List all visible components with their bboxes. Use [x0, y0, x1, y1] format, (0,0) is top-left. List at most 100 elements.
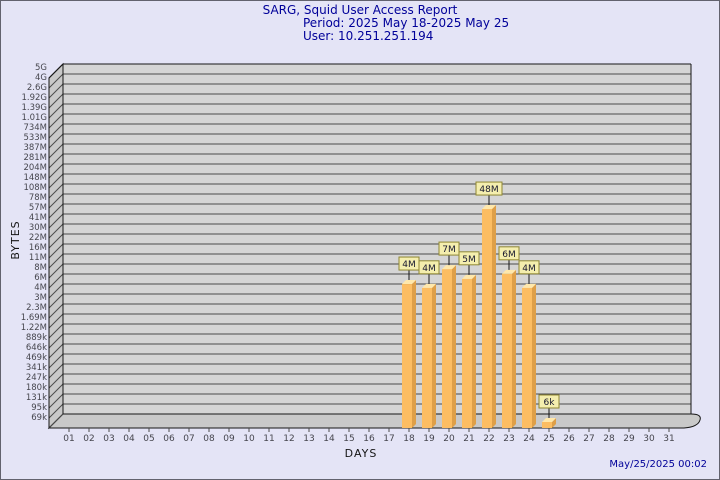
plot-area — [63, 64, 691, 414]
bar — [462, 278, 472, 428]
wall-grid-line — [48, 353, 64, 369]
bar-value-label-box — [418, 260, 440, 275]
wall-grid-line — [48, 123, 64, 139]
wall-grid-line — [48, 313, 64, 329]
wall-grid-line — [48, 373, 64, 389]
x-tick-label: 16 — [363, 434, 375, 444]
y-tick-label: 646k — [26, 343, 47, 353]
bar-top-face — [542, 418, 556, 422]
bar-side-face — [452, 265, 456, 428]
wall-grid-line — [48, 273, 64, 289]
wall-grid-line — [48, 323, 64, 339]
x-tick-label: 02 — [83, 434, 94, 444]
wall-grid-line — [48, 383, 64, 399]
bar-value-label-box — [498, 246, 520, 261]
wall-grid-line — [48, 333, 64, 349]
wall-grid-line — [48, 213, 64, 229]
x-tick-label: 08 — [203, 434, 215, 444]
y-tick-label: 5G — [35, 63, 47, 73]
y-tick-label: 41M — [29, 213, 47, 223]
y-tick-label: 533M — [23, 133, 47, 143]
report-user: User: 10.251.251.194 — [303, 29, 434, 43]
y-tick-label: 3M — [34, 293, 47, 303]
x-tick-label: 04 — [123, 434, 135, 444]
bar — [502, 273, 512, 428]
y-tick-label: 6M — [34, 273, 47, 283]
bar — [442, 269, 452, 428]
y-tick-label: 1.69M — [21, 313, 47, 323]
y-tick-label: 204M — [23, 163, 47, 173]
bar-side-face — [552, 418, 556, 428]
wall-grid-line — [48, 393, 64, 409]
chart-floor — [47, 413, 701, 429]
x-tick-label: 30 — [643, 434, 655, 444]
bar-side-face — [472, 274, 476, 428]
x-tick-label: 28 — [603, 434, 615, 444]
y-tick-label: 78M — [29, 193, 47, 203]
bar-value-label-box — [458, 251, 480, 266]
x-tick-label: 06 — [163, 434, 175, 444]
bar-side-face — [432, 283, 436, 428]
x-tick-label: 13 — [303, 434, 314, 444]
y-tick-label: 180k — [26, 383, 47, 393]
x-tick-label: 22 — [483, 434, 494, 444]
bar-value-label-box — [438, 241, 460, 256]
y-tick-label: 69k — [31, 413, 47, 423]
bar — [542, 422, 552, 428]
bar-top-face — [402, 280, 416, 285]
wall-grid-line — [48, 93, 64, 109]
bar — [402, 284, 412, 428]
bar-side-face — [412, 280, 416, 428]
wall-grid-line — [48, 263, 64, 279]
y-tick-label: 16M — [29, 243, 47, 253]
x-tick-label: 18 — [403, 434, 415, 444]
bar-value-label: 6k — [544, 398, 556, 408]
wall-grid-line — [48, 413, 64, 429]
bar-top-face — [462, 274, 476, 279]
x-tick-label: 23 — [503, 434, 514, 444]
x-axis-title: DAYS — [344, 447, 378, 460]
x-tick-label: 31 — [663, 434, 674, 444]
x-tick-label: 26 — [563, 434, 575, 444]
bar — [522, 287, 532, 428]
bar-value-label: 4M — [522, 264, 536, 274]
wall-grid-line — [48, 153, 64, 169]
bar-value-label: 4M — [422, 264, 436, 274]
x-tick-label: 11 — [263, 434, 274, 444]
bar-value-label: 4M — [402, 260, 416, 270]
bar — [482, 209, 492, 428]
x-tick-label: 05 — [143, 434, 154, 444]
y-tick-label: 1.01G — [21, 113, 47, 123]
y-tick-label: 469k — [26, 353, 47, 363]
x-tick-label: 10 — [243, 434, 255, 444]
generated-timestamp: May/25/2025 00:02 — [609, 459, 707, 470]
y-tick-label: 11M — [29, 253, 47, 263]
bar-value-label: 48M — [479, 185, 498, 195]
wall-grid-line — [48, 343, 64, 359]
x-tick-label: 01 — [63, 434, 74, 444]
wall-grid-line — [48, 283, 64, 299]
x-tick-label: 09 — [223, 434, 235, 444]
wall-grid-line — [48, 183, 64, 199]
wall-grid-line — [48, 253, 64, 269]
wall-grid-line — [48, 163, 64, 179]
y-tick-label: 387M — [23, 143, 47, 153]
x-tick-label: 03 — [103, 434, 114, 444]
y-tick-label: 148M — [23, 173, 47, 183]
y-tick-label: 247k — [26, 373, 47, 383]
wall-grid-line — [48, 83, 64, 99]
y-tick-label: 4G — [35, 73, 47, 83]
y-tick-label: 108M — [23, 183, 47, 193]
y-tick-label: 2.3M — [26, 303, 47, 313]
x-tick-label: 07 — [183, 434, 194, 444]
wall-grid-line — [48, 233, 64, 249]
bar-side-face — [492, 205, 496, 428]
report-title: SARG, Squid User Access Report — [262, 3, 458, 17]
y-tick-label: 1.22M — [21, 323, 47, 333]
bar-side-face — [512, 269, 516, 428]
wall-grid-line — [48, 193, 64, 209]
y-tick-label: 281M — [23, 153, 47, 163]
x-tick-label: 27 — [583, 434, 594, 444]
